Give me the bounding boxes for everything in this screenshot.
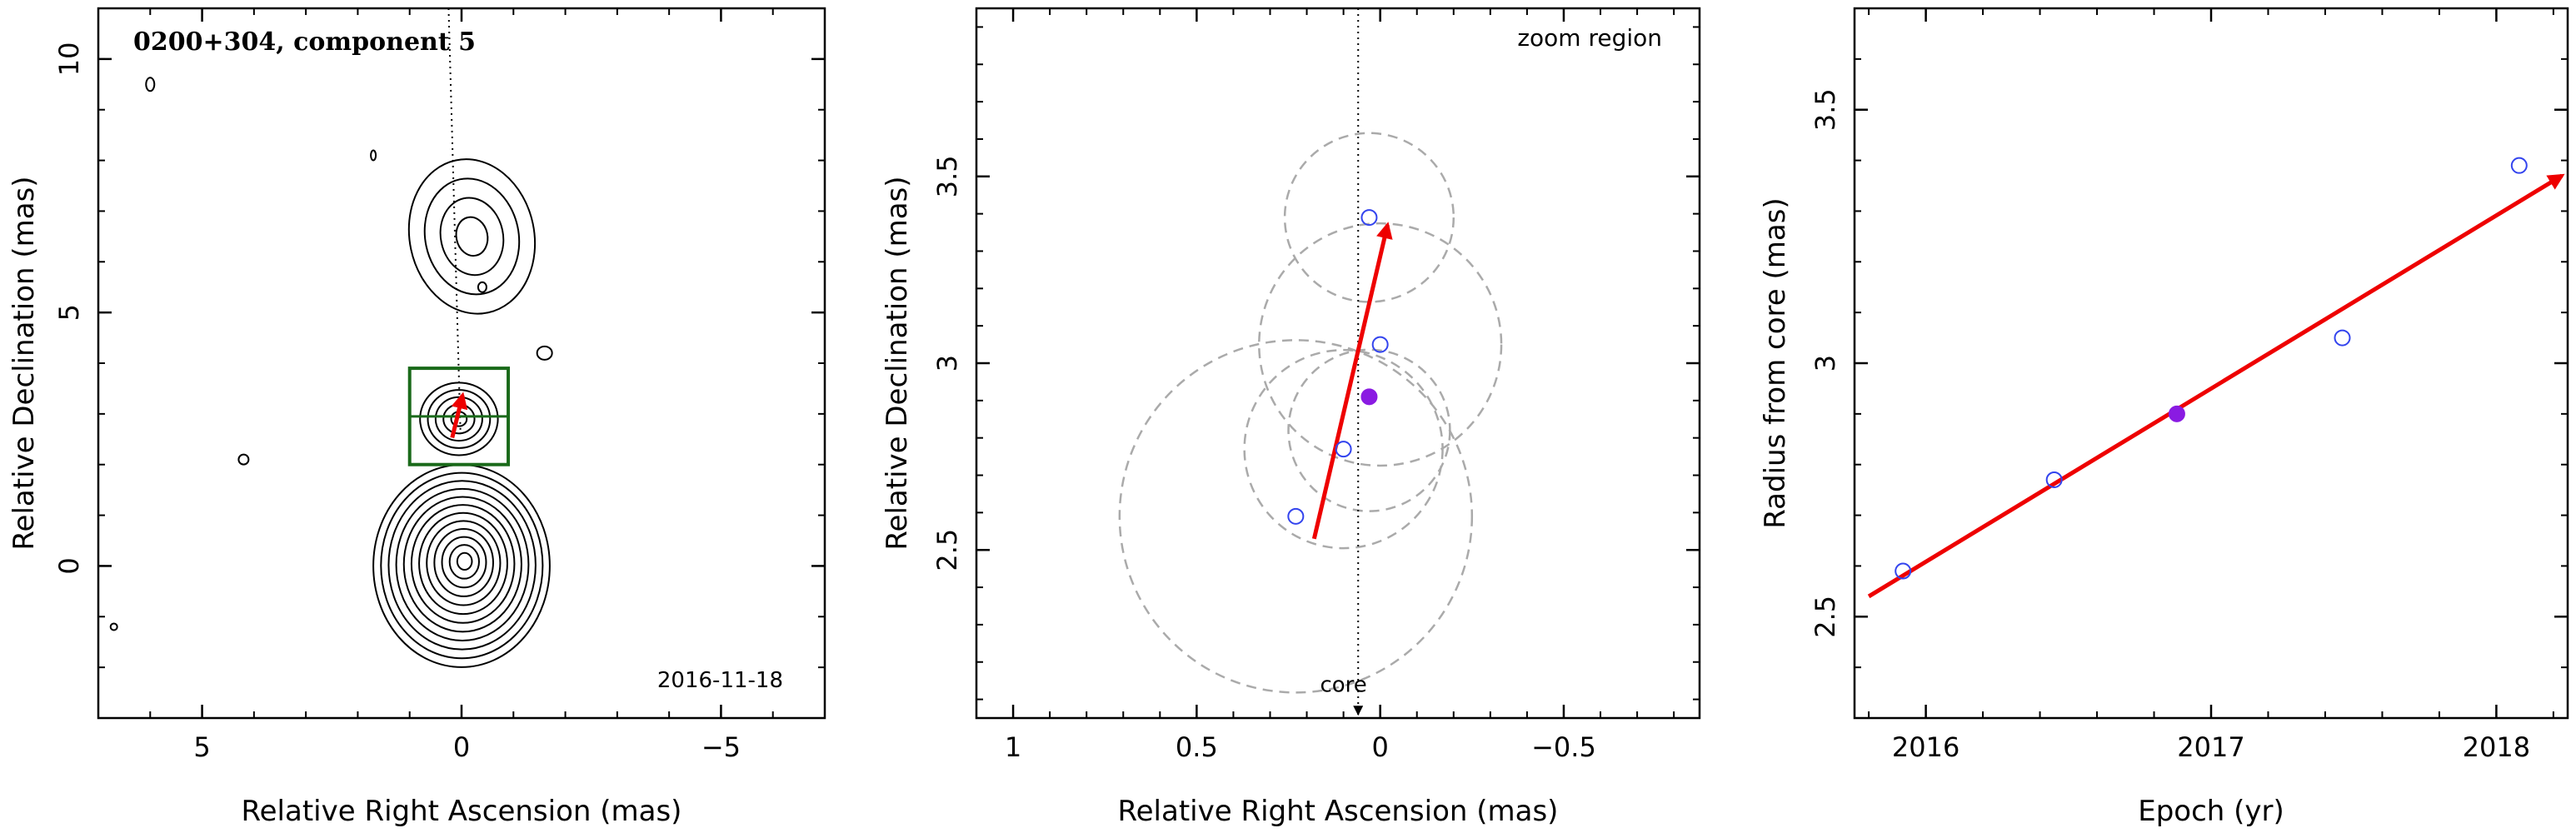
panel-radius-vs-epoch: 2016 2017 2018 2.5 3 3.5 Epoch (yr) Radius fr… [1759,7,2569,828]
core-contour [448,544,480,580]
data-point-filled [2168,405,2185,422]
error-circle [1118,339,1474,694]
x-tick-label: 2016 [1892,731,1959,763]
x-tick-label: 2018 [2463,731,2530,763]
y-axis-label: Radius from core (mas) [1759,197,1792,528]
jet-contour [407,158,537,315]
axis-ticks: 2016 2017 2018 2.5 3 3.5 [1810,7,2568,763]
core-contour [418,511,508,616]
x-tick-label: 5 [193,731,210,763]
y-tick-label: 3 [931,355,963,372]
axis-ticks: 1 0.5 0 −0.5 2.5 3 3.5 [931,8,1700,763]
jet-contour [427,389,492,449]
jet-axis [447,8,462,435]
x-tick-label: −5 [701,731,741,763]
data-point [1371,336,1389,353]
x-axis-label: Relative Right Ascension (mas) [1118,795,1559,828]
contour-layer [65,77,553,668]
core-contour [433,527,494,597]
chart-title: 0200+304, component 5 [133,27,476,57]
core-contour [372,463,551,668]
y-tick-label: 3.5 [931,155,963,197]
y-tick-label: 0 [53,557,85,574]
plot-frame [97,7,826,720]
panel-contour-map: 5 0 −5 0 5 10 0200+304, component 5 2016-11-1… [7,7,826,828]
data-point [1335,441,1352,458]
x-tick-label: 2017 [2177,731,2244,763]
jet-contour [455,216,489,257]
core-contour [395,487,530,642]
noise-contour [370,149,377,162]
panel3-marks [1867,157,2565,599]
y-tick-label: 10 [53,42,85,76]
y-tick-label: 2.5 [1810,596,1841,638]
error-circle [1283,132,1455,303]
date-annotation: 2016-11-18 [657,668,783,693]
motion-arrow [1311,222,1393,540]
error-circle [1243,348,1444,550]
data-point [1895,562,1912,580]
motion-arrow [450,392,468,439]
y-axis-label: Relative Declination (mas) [881,176,914,550]
axis-ticks: 5 0 −5 0 5 10 [53,7,826,763]
jet-contour [423,177,521,296]
core-contour [380,471,544,660]
noise-contour [237,453,250,466]
noise-contour [536,345,553,361]
data-point [2334,329,2351,347]
x-tick-label: 0 [453,731,470,763]
zoom-region-label: zoom region [1517,24,1662,52]
plot-frame [1853,7,2569,720]
noise-contour [145,77,156,92]
data-point-filled [1360,388,1378,406]
y-axis-label: Relative Declination (mas) [7,176,41,550]
panel1-marks [407,8,511,466]
panel-zoom-region: 1 0.5 0 −0.5 2.5 3 3.5 zoom region core Relati… [881,7,1701,828]
core-label: core [1320,673,1366,698]
data-point [2510,157,2528,174]
y-tick-label: 3 [1810,355,1841,372]
x-tick-label: 0.5 [1176,731,1218,763]
core-contour [387,480,537,651]
data-point [2045,471,2063,488]
panel2-marks [1118,8,1503,716]
core-contour [410,504,516,624]
x-tick-label: 0 [1371,731,1388,763]
x-axis-label: Epoch (yr) [2138,795,2284,828]
x-axis-label: Relative Right Ascension (mas) [242,795,682,828]
error-circle [1287,348,1451,512]
data-point [1360,209,1378,227]
jet-contour [439,197,505,277]
y-tick-label: 2.5 [931,529,963,571]
noise-contour [109,622,118,631]
x-tick-label: −0.5 [1531,731,1596,763]
noise-contour [477,281,487,293]
y-tick-label: 5 [53,304,85,321]
data-point [1287,507,1305,525]
core-contour [426,520,502,606]
y-tick-label: 3.5 [1810,88,1841,131]
core-contour [456,551,473,571]
plot-frame [975,7,1701,720]
core-contour [402,496,522,633]
x-tick-label: 1 [1005,731,1021,763]
fit-line-arrow [1867,173,2565,599]
noise-contour [65,341,70,346]
core-contour [441,536,487,589]
